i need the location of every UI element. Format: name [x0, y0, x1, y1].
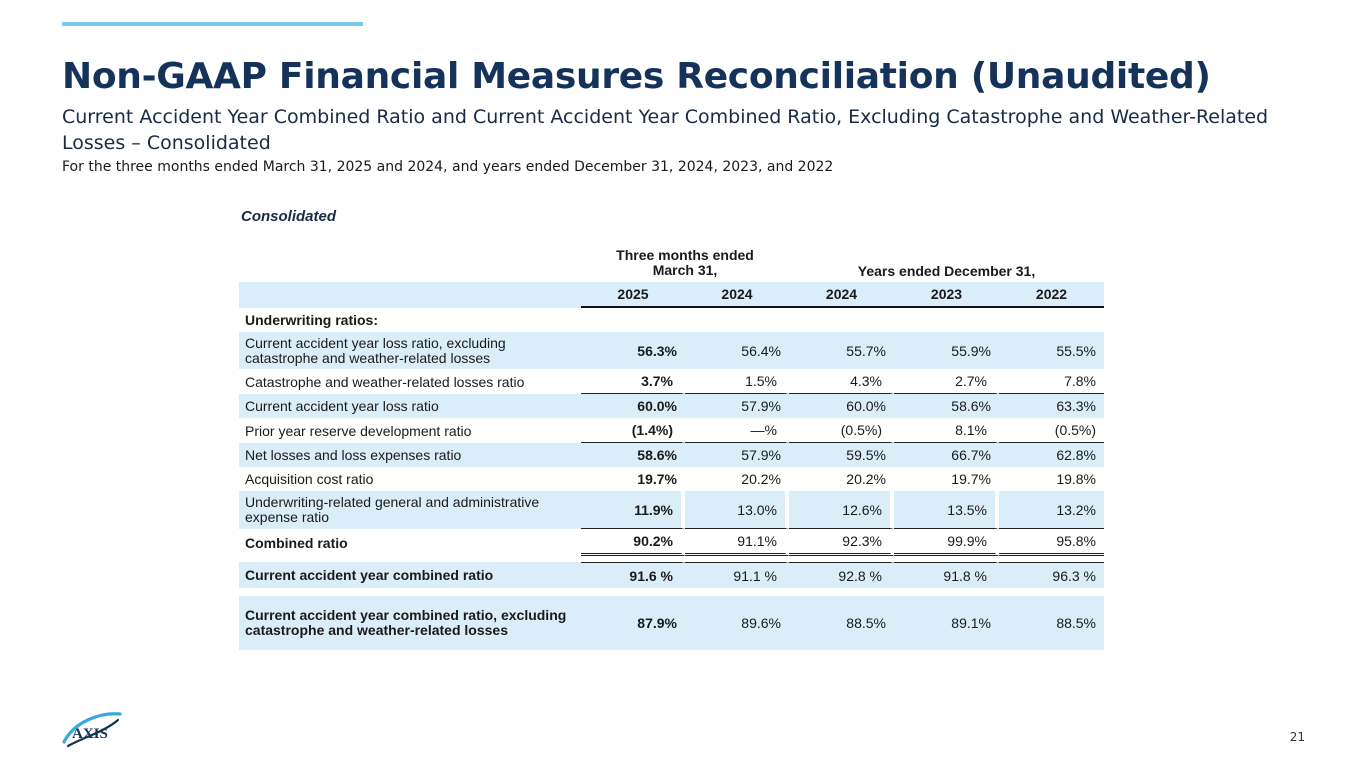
row-label: Current accident year loss ratio, exclud…: [239, 332, 581, 369]
row-value: 13.0%: [685, 491, 789, 529]
row-value: 2.7%: [894, 369, 999, 394]
row-label: Current accident year combined ratio: [239, 562, 581, 588]
row-value: 60.0%: [789, 394, 894, 418]
table-row: Underwriting-related general and adminis…: [239, 491, 1105, 529]
row-value: 11.9%: [581, 491, 685, 529]
row-value: 63.3%: [999, 394, 1105, 418]
row-label: Net losses and loss expenses ratio: [239, 443, 581, 467]
row-value: 91.1%: [685, 529, 789, 556]
row-value: 55.5%: [999, 332, 1105, 369]
row-label: Underwriting-related general and adminis…: [239, 491, 581, 529]
row-label: Prior year reserve development ratio: [245, 422, 472, 439]
row-value: 91.1 %: [685, 562, 789, 588]
year-header: 2024: [685, 282, 789, 308]
logo-swoosh-icon: [62, 712, 122, 744]
header-years-ended-label: Years ended December 31,: [857, 263, 1036, 279]
header-years-blank: [239, 282, 581, 308]
period-description: For the three months ended March 31, 202…: [62, 159, 834, 175]
row-value: 92.3%: [789, 529, 894, 556]
row-value: 88.5%: [789, 596, 894, 650]
table-row: Catastrophe and weather-related losses r…: [239, 369, 1105, 394]
row-value: (1.4%): [581, 418, 685, 443]
row-value: 88.5%: [999, 596, 1105, 650]
table-row: Combined ratio 90.2% 91.1% 92.3% 99.9% 9…: [239, 529, 1105, 556]
logo-swoosh-icon: [66, 718, 120, 748]
row-value: 91.6 %: [581, 562, 685, 588]
row-value: 55.7%: [789, 332, 894, 369]
table-row: Current accident year combined ratio 91.…: [239, 562, 1105, 588]
section-label: Underwriting ratios:: [245, 312, 379, 328]
year-header: 2023: [894, 282, 999, 308]
row-value: 56.3%: [581, 332, 685, 369]
row-value: 20.2%: [741, 471, 781, 487]
row-value: 62.8%: [999, 443, 1105, 467]
table-row: Net losses and loss expenses ratio 58.6%…: [239, 443, 1105, 467]
logo-text: AXIS: [72, 726, 108, 742]
row-value: 90.2%: [581, 529, 685, 556]
accent-bar: [62, 22, 363, 26]
row-label: Acquisition cost ratio: [245, 471, 374, 487]
row-value: 99.9%: [894, 529, 999, 556]
ratio-table: Three months ended March 31, Years ended…: [239, 248, 1105, 650]
row-value: 58.6%: [581, 443, 685, 467]
row-value: 13.5%: [894, 491, 999, 529]
table-row: Acquisition cost ratio 19.7% 20.2% 20.2%…: [239, 467, 1104, 491]
table-row: Current accident year loss ratio, exclud…: [239, 332, 1105, 369]
row-value: (0.5%): [999, 418, 1105, 443]
page-title: Non-GAAP Financial Measures Reconciliati…: [62, 56, 1211, 97]
year-header: 2025: [581, 282, 685, 308]
header-years-ended: Years ended December 31,: [789, 248, 1104, 282]
row-value: 19.7%: [951, 471, 991, 487]
header-blank: [239, 248, 581, 282]
ratio-table-container: Consolidated Three months ended March 31…: [239, 208, 1105, 650]
row-value: 19.8%: [1056, 471, 1097, 487]
row-value: 12.6%: [789, 491, 894, 529]
row-label: Combined ratio: [245, 534, 348, 551]
year-header: 2024: [789, 282, 894, 308]
row-value: 59.5%: [789, 443, 894, 467]
header-three-months: Three months ended March 31,: [581, 248, 789, 282]
table-caption: Consolidated: [241, 208, 337, 225]
row-label: Catastrophe and weather-related losses r…: [245, 373, 525, 390]
row-value: 95.8%: [999, 529, 1105, 556]
table-row: Current accident year loss ratio 60.0% 5…: [239, 394, 1105, 418]
row-value: 8.1%: [894, 418, 999, 443]
axis-logo: AXIS: [62, 712, 122, 748]
row-value: (0.5%): [789, 418, 894, 443]
row-value: 20.2%: [846, 471, 886, 487]
row-value: 13.2%: [999, 491, 1105, 529]
row-value: 57.9%: [685, 443, 789, 467]
row-value: 4.3%: [789, 369, 894, 394]
table-row: Current accident year combined ratio, ex…: [239, 596, 1105, 650]
row-value: 66.7%: [894, 443, 999, 467]
row-value: 57.9%: [685, 394, 789, 418]
year-header: 2022: [999, 282, 1105, 308]
row-value: 3.7%: [581, 369, 685, 394]
row-label: Current accident year combined ratio, ex…: [239, 596, 581, 650]
row-value: 87.9%: [581, 596, 685, 650]
row-value: 92.8 %: [789, 562, 894, 588]
row-value: 55.9%: [894, 332, 999, 369]
row-value: 19.7%: [637, 471, 677, 487]
row-value: 1.5%: [685, 369, 789, 394]
row-value: 96.3 %: [999, 562, 1105, 588]
row-value: 60.0%: [581, 394, 685, 418]
row-value: 89.1%: [894, 596, 999, 650]
table-row: Prior year reserve development ratio (1.…: [239, 418, 1105, 443]
page-number: 21: [1289, 730, 1305, 744]
table-spacer: [239, 588, 1105, 596]
row-value: 91.8 %: [894, 562, 999, 588]
row-value: —%: [685, 418, 789, 443]
row-value: 56.4%: [685, 332, 789, 369]
section-row: Underwriting ratios:: [239, 308, 1104, 332]
header-three-months-label: Three months ended March 31,: [616, 247, 754, 278]
row-value: 58.6%: [894, 394, 999, 418]
page-subtitle: Current Accident Year Combined Ratio and…: [62, 106, 1269, 154]
row-value: 89.6%: [685, 596, 789, 650]
table-spacer: [239, 556, 1105, 562]
row-label: Current accident year loss ratio: [239, 394, 581, 418]
row-value: 7.8%: [999, 369, 1105, 394]
